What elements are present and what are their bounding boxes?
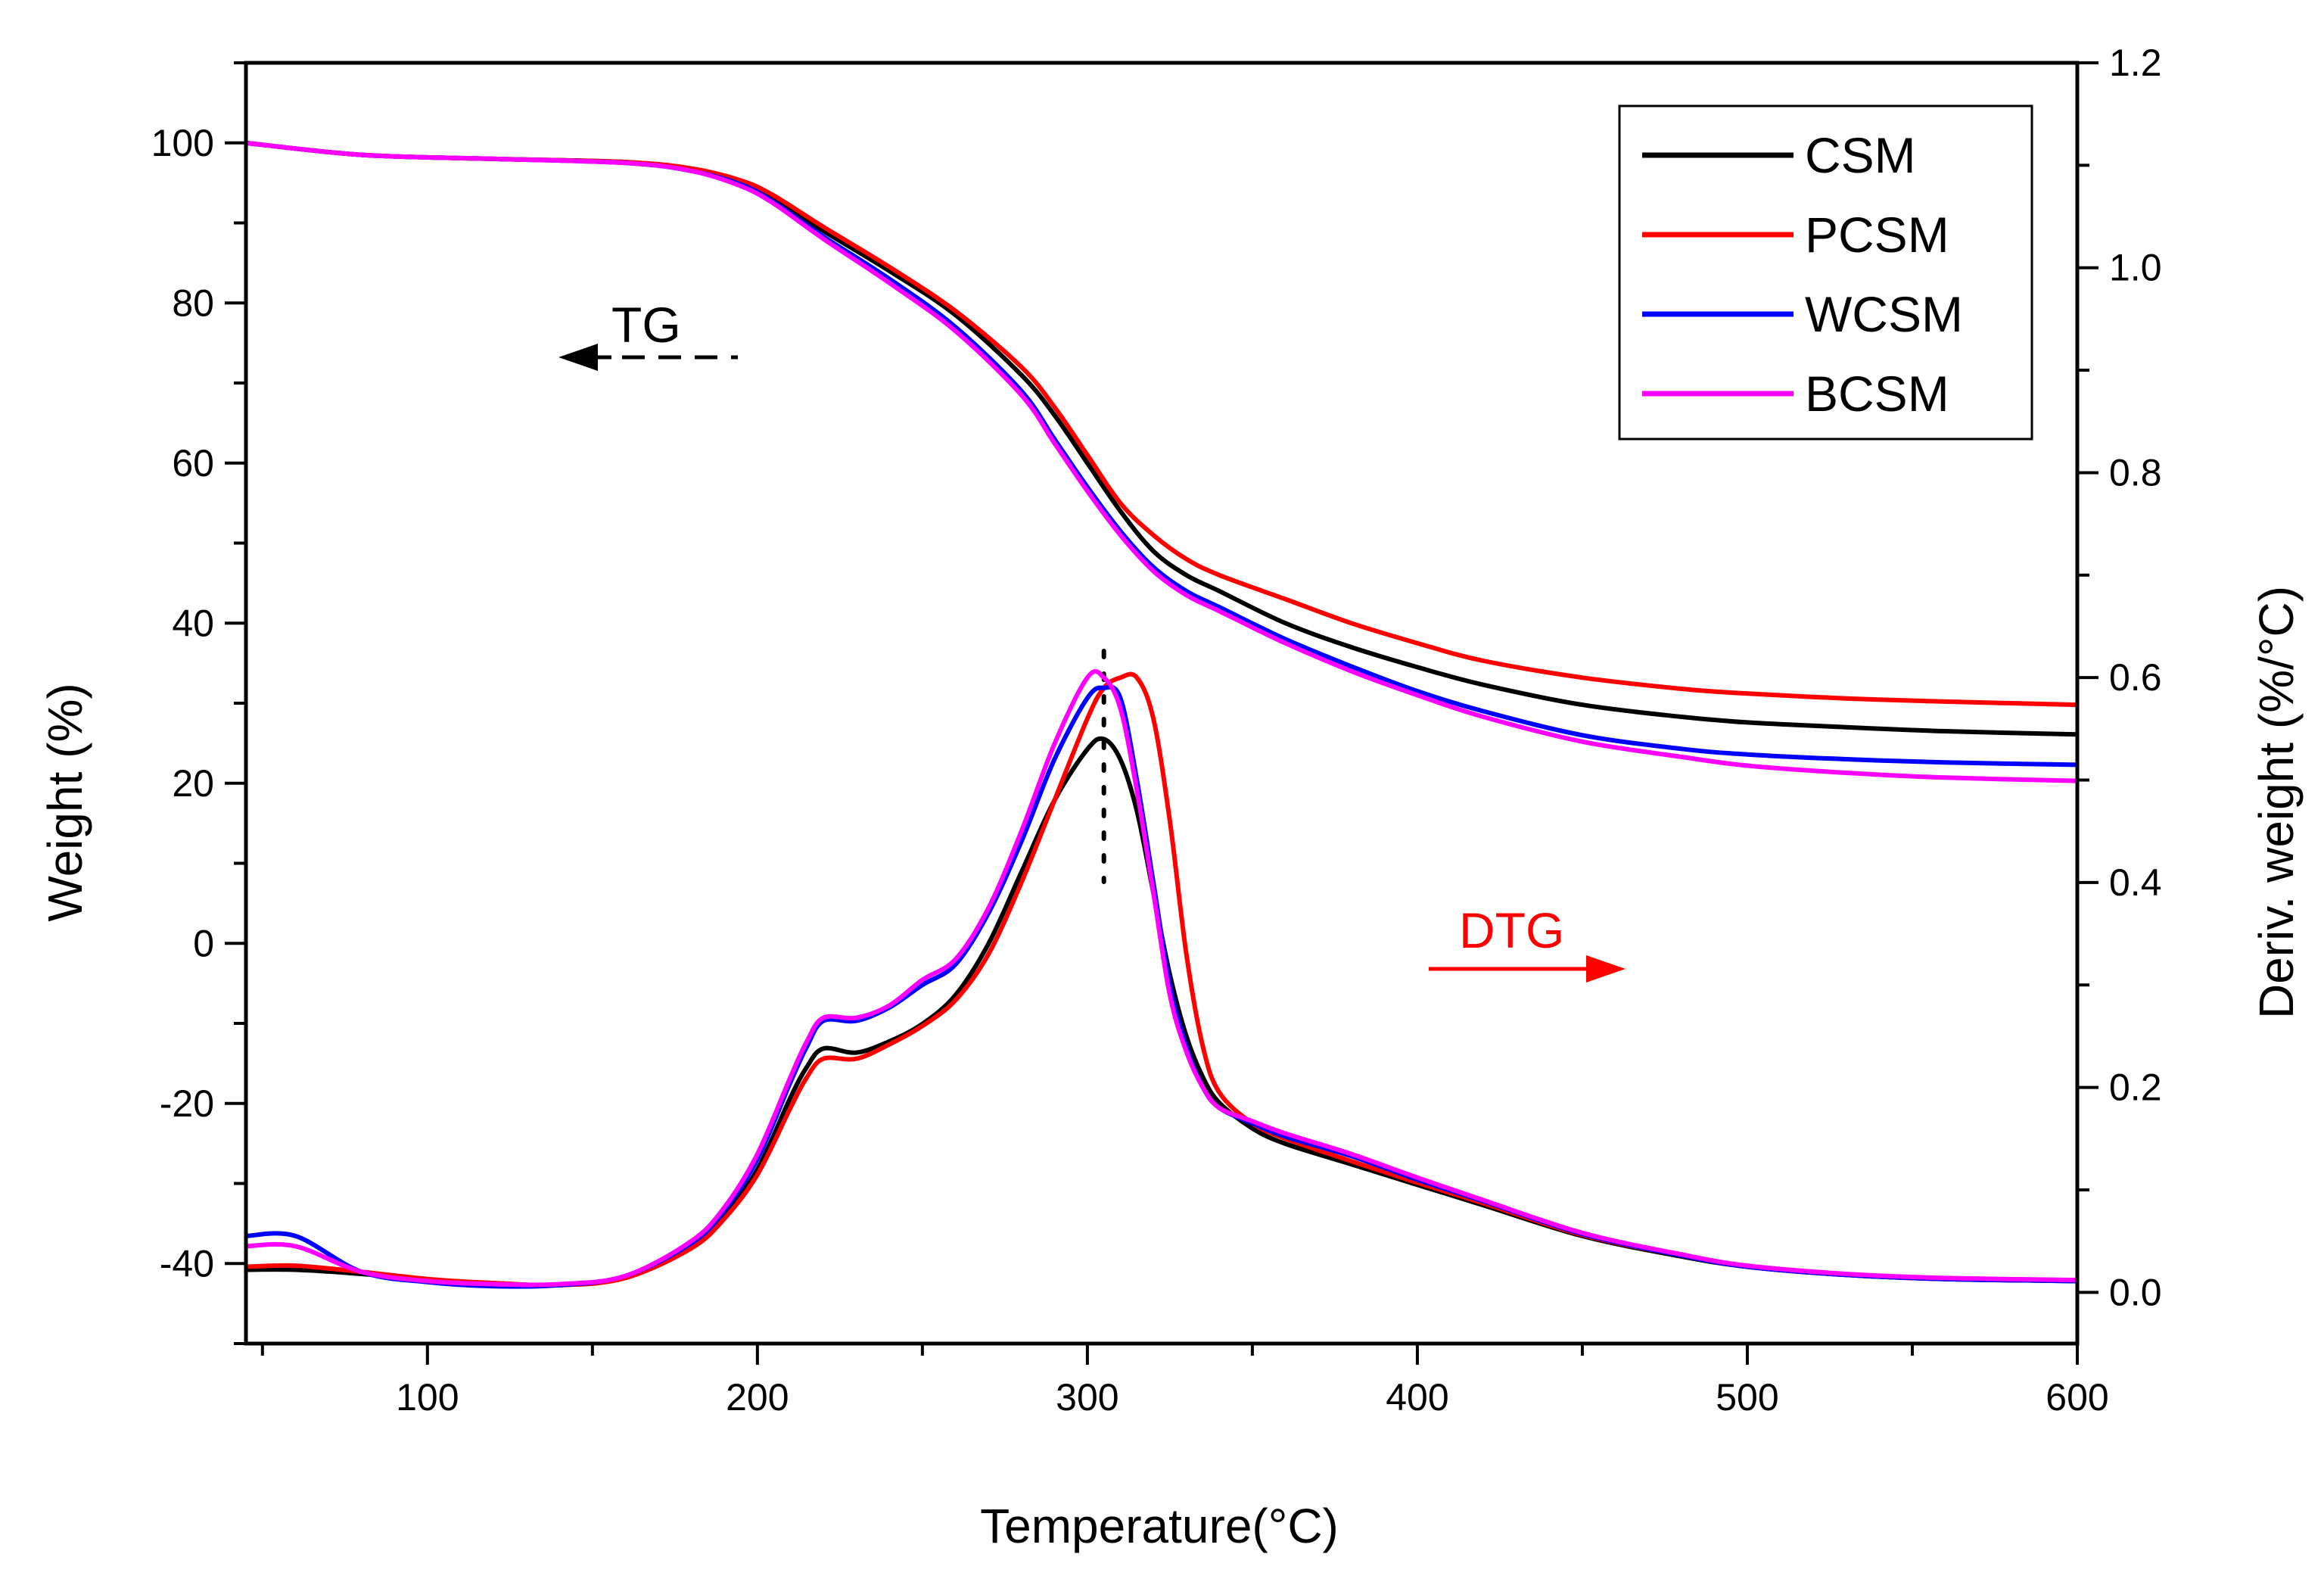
series-lines <box>246 140 2077 1289</box>
x-tick-label: 100 <box>396 1376 459 1419</box>
y-right-tick-label: 0.4 <box>2109 861 2162 904</box>
tg-line-bcsm <box>246 140 2077 783</box>
dtg-line-csm <box>246 736 2077 1288</box>
dtg-line-pcsm <box>246 671 2077 1288</box>
annotations: TG DTG <box>558 297 1626 983</box>
x-tick-label: 300 <box>1056 1376 1118 1419</box>
y-left-tick-label: -20 <box>160 1082 214 1125</box>
x-axis-title: Temperature(°C) <box>980 1499 1339 1553</box>
y-left-tick-label: 20 <box>172 762 214 805</box>
y-right-tick-label: 0.2 <box>2109 1067 2162 1109</box>
y-right-tick-label: 0.8 <box>2109 451 2162 494</box>
y-left-tick-label: 40 <box>172 602 214 644</box>
dtg-line-bcsm <box>246 668 2077 1288</box>
x-tick-label: 600 <box>2046 1376 2108 1419</box>
y-axis-left-title: Weight (%) <box>38 683 92 921</box>
y-left-tick-label: 80 <box>172 282 214 324</box>
dtg-arrow-head <box>1586 955 1626 983</box>
y-left-tick-label: 0 <box>193 922 214 964</box>
y-right-tick-label: 1.2 <box>2109 42 2162 84</box>
tg-annotation-label: TG <box>611 297 681 353</box>
tg-arrow-head <box>558 344 598 371</box>
y-left-tick-label: 100 <box>151 122 214 164</box>
legend-box <box>1618 104 2033 441</box>
y-right-tick-label: 0.6 <box>2109 656 2162 699</box>
plot-area <box>246 140 2077 1289</box>
y-left-tick-label: -40 <box>160 1242 214 1285</box>
y-left-tick-label: 60 <box>172 442 214 484</box>
axes: 100 200 300 400 500 600 -40 -20 0 20 40 60 80 100 0.0 0… <box>151 42 2162 1419</box>
y-right-tick-label: 0.0 <box>2109 1271 2162 1313</box>
dtg-annotation-label: DTG <box>1459 902 1564 958</box>
y-axis-right-title: Deriv. weight (%/°C) <box>2249 586 2304 1019</box>
legend-label-pcsm: PCSM <box>1805 207 1949 263</box>
y-right-tick-label: 1.0 <box>2109 247 2162 289</box>
x-tick-label: 400 <box>1386 1376 1448 1419</box>
legend-label-wcsm: WCSM <box>1805 286 1963 342</box>
legend: CSM PCSM WCSM BCSM <box>1618 104 2033 441</box>
legend-label-csm: CSM <box>1805 127 1916 183</box>
legend-label-bcsm: BCSM <box>1805 366 1949 422</box>
x-tick-label: 200 <box>726 1376 789 1419</box>
x-tick-label: 500 <box>1716 1376 1778 1419</box>
